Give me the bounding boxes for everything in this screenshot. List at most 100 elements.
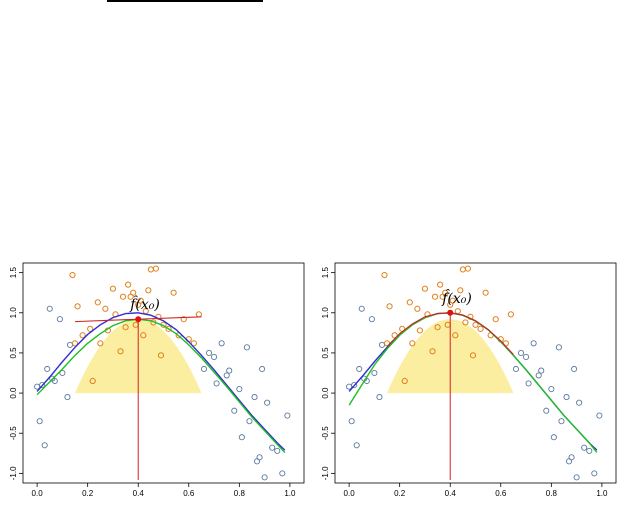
y-tick-label: 0.0 — [9, 387, 18, 399]
data-point-in-window — [492, 316, 499, 323]
data-point-in-window — [102, 305, 109, 312]
data-point — [279, 470, 286, 477]
data-point-in-window — [391, 332, 398, 339]
data-point — [581, 444, 588, 451]
data-point — [259, 365, 266, 373]
data-point — [205, 349, 213, 356]
fitted-curve — [36, 318, 286, 453]
y-tick-label: 1.0 — [9, 307, 18, 319]
data-point-in-window — [452, 332, 459, 339]
x-tick-label: 0.8 — [546, 489, 558, 498]
x-tick-label: 0.2 — [82, 489, 94, 498]
data-point — [226, 367, 233, 374]
data-point — [213, 380, 220, 387]
data-point — [517, 349, 525, 356]
y-tick-label: -1.0 — [9, 466, 18, 480]
fhat-x0-point — [447, 309, 454, 316]
x-tick-label: 0.6 — [495, 489, 507, 498]
y-tick-label: -0.5 — [9, 426, 18, 440]
fhat-x0-point — [135, 316, 142, 323]
data-point — [351, 381, 358, 389]
data-point — [368, 316, 375, 323]
data-point — [525, 380, 532, 387]
data-point-in-window — [401, 377, 408, 385]
data-point — [66, 341, 74, 348]
data-point — [563, 394, 570, 401]
data-point-in-window — [462, 319, 469, 326]
data-point-in-window — [119, 293, 127, 300]
data-point — [64, 394, 71, 401]
data-point — [358, 305, 365, 312]
data-point-in-window — [381, 271, 388, 279]
chart-left: f̂(x₀) 0.0 0.2 0.4 0.6 0.8 1.0 -1.0 -0.5 0.0 0.5 1.… — [9, 262, 305, 498]
data-point — [555, 344, 562, 351]
data-point-in-window — [152, 265, 160, 272]
data-point — [39, 381, 46, 389]
data-point — [550, 434, 557, 441]
data-point — [251, 394, 258, 401]
y-tick-label: 1.5 — [321, 267, 330, 279]
data-point — [356, 365, 363, 373]
data-point — [523, 353, 530, 360]
data-point-in-window — [469, 352, 477, 359]
data-point — [238, 434, 245, 441]
data-point — [538, 367, 545, 374]
x-tick-label: 0.2 — [394, 489, 406, 498]
data-point-in-window — [449, 297, 456, 304]
x-tick-label: 1.0 — [596, 489, 608, 498]
data-point — [246, 418, 253, 425]
data-point — [543, 407, 550, 414]
data-point-in-window — [190, 340, 197, 347]
data-point-in-window — [416, 327, 423, 334]
fhat-x0-label: f̂(x₀) — [129, 295, 160, 313]
data-point-in-window — [414, 305, 421, 312]
data-point-in-window — [431, 293, 439, 300]
data-point — [371, 369, 378, 377]
data-point-in-window — [421, 285, 429, 292]
data-point-in-window — [97, 340, 104, 347]
x-tick-label: 0.6 — [183, 489, 195, 498]
y-tick-label: 1.0 — [321, 307, 330, 319]
data-point — [353, 442, 360, 449]
data-point — [231, 407, 238, 414]
data-point-in-window — [157, 352, 165, 359]
y-tick-label: 0.0 — [321, 387, 330, 399]
data-point-in-window — [464, 265, 472, 272]
data-point — [223, 372, 230, 379]
data-point — [586, 447, 593, 454]
x-tick-label: 0.4 — [445, 489, 457, 498]
data-point — [535, 372, 542, 379]
data-point-in-window — [459, 266, 466, 273]
y-tick-label: -1.0 — [321, 466, 330, 480]
data-point — [46, 305, 53, 312]
true-function — [36, 312, 286, 451]
data-point — [284, 412, 291, 419]
plot-frame — [334, 262, 617, 484]
y-tick-label: 1.5 — [9, 267, 18, 279]
data-point-in-window — [434, 324, 441, 331]
data-point-in-window — [74, 303, 81, 310]
x-tick-label: 0.0 — [344, 489, 356, 498]
data-point — [59, 369, 66, 377]
data-point-in-window — [406, 299, 413, 306]
data-point — [573, 474, 580, 481]
data-point-in-window — [117, 348, 124, 355]
data-point — [274, 447, 281, 454]
chart-right: f̂(x₀) 0.0 0.2 0.4 0.6 0.8 1.0 -1.0 -0.5 0.0 0.5 1.… — [321, 262, 617, 498]
data-point-in-window — [165, 325, 172, 332]
data-point-in-window — [137, 297, 144, 304]
data-point-in-window — [87, 325, 94, 332]
data-point-in-window — [122, 324, 129, 331]
data-point-in-window — [454, 308, 461, 315]
data-point — [218, 340, 225, 347]
data-point — [548, 386, 555, 393]
data-point — [243, 344, 250, 351]
data-point — [269, 444, 276, 451]
data-point — [236, 386, 243, 393]
x-tick-label: 0.0 — [32, 489, 44, 498]
data-point-in-window — [69, 271, 76, 279]
x-tick-label: 0.8 — [234, 489, 246, 498]
data-point-in-window — [89, 377, 96, 385]
data-point-in-window — [109, 285, 117, 292]
data-point — [56, 316, 63, 323]
